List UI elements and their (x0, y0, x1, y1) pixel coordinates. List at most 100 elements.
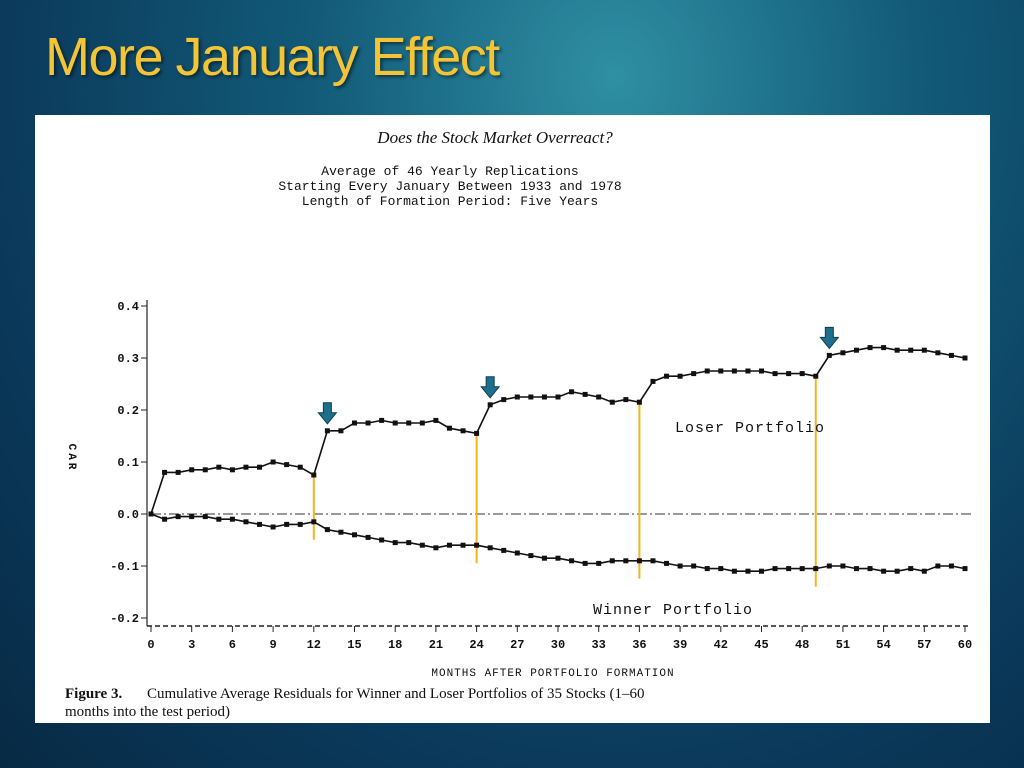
point (474, 542, 480, 548)
x-tick-label: 18 (388, 638, 402, 652)
subtitle: Starting Every January Between 1933 and … (278, 179, 621, 194)
point (799, 566, 805, 572)
point (189, 514, 195, 520)
point (338, 428, 344, 434)
y-tick-label: 0.1 (117, 456, 139, 470)
point (487, 402, 493, 408)
point (555, 394, 561, 400)
point (731, 368, 737, 374)
x-tick-label: 36 (632, 638, 646, 652)
point (406, 540, 412, 546)
point (555, 555, 561, 561)
point (840, 350, 846, 356)
point (826, 563, 832, 569)
point (853, 566, 859, 572)
point (596, 394, 602, 400)
point (216, 516, 222, 522)
chart: Does the Stock Market Overreact? Figure … (65, 128, 972, 720)
point (908, 566, 914, 572)
point (257, 521, 263, 527)
point (623, 558, 629, 564)
point (962, 566, 968, 572)
point (569, 558, 575, 564)
point (162, 469, 168, 475)
point (148, 511, 154, 517)
x-tick-label: 30 (551, 638, 565, 652)
point (881, 345, 887, 351)
point (392, 420, 398, 426)
arrow (317, 402, 338, 425)
point (664, 560, 670, 566)
point (406, 420, 412, 426)
point (772, 371, 778, 377)
point (514, 550, 520, 556)
arrow (819, 326, 840, 350)
point (826, 352, 832, 358)
point (569, 389, 575, 395)
point (297, 464, 303, 470)
point (596, 560, 602, 566)
caption-label: Figure 3. (65, 686, 122, 702)
point (718, 368, 724, 374)
subtitle: Length of Formation Period: Five Years (302, 194, 598, 209)
point (379, 537, 385, 543)
point (813, 373, 819, 379)
x-tick-label: 27 (510, 638, 524, 652)
point (853, 347, 859, 353)
series-line (150, 346, 966, 515)
point (243, 464, 249, 470)
chart-title: Does the Stock Market Overreact? (376, 128, 613, 147)
point (297, 521, 303, 527)
point (921, 568, 927, 574)
point (379, 417, 385, 423)
point (704, 368, 710, 374)
y-tick-label: -0.2 (110, 612, 139, 626)
slide-title: More January Effect (45, 27, 500, 87)
point (623, 397, 629, 403)
point (867, 345, 873, 351)
point (948, 352, 954, 358)
point (419, 420, 425, 426)
point (935, 350, 941, 356)
point (935, 563, 941, 569)
point (528, 394, 534, 400)
point (962, 355, 968, 361)
point (514, 394, 520, 400)
subtitle: Average of 46 Yearly Replications (321, 164, 578, 179)
point (487, 545, 493, 551)
point (636, 399, 642, 405)
x-tick-label: 3 (188, 638, 195, 652)
y-tick-label: 0.0 (117, 508, 139, 522)
point (162, 516, 168, 522)
point (352, 532, 357, 538)
point (284, 521, 290, 527)
point (175, 514, 181, 520)
arrow (480, 376, 501, 399)
x-tick-label: 57 (917, 638, 931, 652)
x-axis-label: MONTHS AFTER PORTFOLIO FORMATION (431, 668, 674, 680)
point (365, 534, 371, 540)
series-label: Winner Portfolio (593, 602, 753, 619)
point (229, 516, 235, 522)
point (731, 568, 737, 574)
y-tick-label: 0.3 (117, 352, 139, 366)
caption-line: months into the test period) (65, 704, 230, 720)
point (175, 469, 181, 475)
point (392, 540, 398, 546)
y-tick-label: 0.4 (117, 300, 139, 314)
y-tick-label: 0.2 (117, 404, 139, 418)
point (189, 467, 195, 473)
point (677, 373, 683, 379)
point (759, 568, 764, 574)
point (799, 371, 805, 377)
x-tick-label: 48 (795, 638, 809, 652)
point (840, 563, 846, 569)
point (609, 399, 615, 405)
point (202, 467, 208, 473)
point (921, 347, 927, 353)
point (433, 545, 439, 551)
point (636, 558, 642, 564)
point (324, 527, 330, 533)
point (541, 394, 547, 400)
x-tick-label: 12 (307, 638, 321, 652)
